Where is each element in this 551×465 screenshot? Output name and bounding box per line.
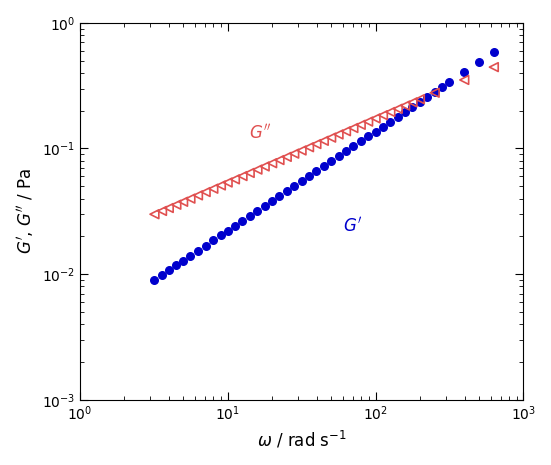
Point bbox=[312, 167, 321, 175]
Point bbox=[201, 242, 210, 249]
Point bbox=[415, 95, 424, 103]
Point bbox=[253, 166, 262, 173]
Point bbox=[401, 108, 409, 115]
Point bbox=[460, 68, 469, 76]
Point bbox=[297, 178, 306, 185]
Point bbox=[245, 169, 254, 177]
Point bbox=[268, 197, 277, 205]
Text: $G^{\prime}$: $G^{\prime}$ bbox=[343, 216, 362, 235]
Point bbox=[342, 127, 350, 135]
Point bbox=[379, 112, 387, 119]
Point bbox=[193, 247, 202, 254]
Point bbox=[158, 207, 166, 215]
Point bbox=[437, 83, 446, 91]
Point bbox=[489, 48, 498, 56]
Point bbox=[334, 153, 343, 160]
Point bbox=[282, 153, 291, 160]
Point bbox=[164, 266, 173, 274]
Point bbox=[423, 93, 431, 100]
Point bbox=[305, 173, 314, 180]
Point bbox=[460, 76, 469, 84]
Point bbox=[260, 163, 269, 170]
Point bbox=[386, 108, 395, 116]
Point bbox=[150, 211, 159, 218]
Point bbox=[371, 128, 380, 135]
Point bbox=[245, 212, 254, 219]
Point bbox=[408, 103, 417, 110]
Point bbox=[364, 133, 372, 140]
Point bbox=[223, 227, 232, 234]
Point bbox=[474, 58, 483, 66]
Point bbox=[401, 102, 409, 109]
Point bbox=[408, 99, 417, 106]
Point bbox=[172, 261, 181, 269]
Point bbox=[327, 158, 336, 165]
Point bbox=[349, 143, 358, 150]
Y-axis label: $G^{\prime}$, $G^{\prime\prime}$ / Pa: $G^{\prime}$, $G^{\prime\prime}$ / Pa bbox=[15, 168, 36, 254]
Point bbox=[320, 162, 328, 170]
Point bbox=[297, 147, 306, 154]
Point bbox=[356, 138, 365, 145]
Point bbox=[290, 150, 299, 157]
Point bbox=[238, 217, 247, 225]
Point bbox=[209, 185, 218, 193]
Point bbox=[379, 123, 387, 130]
Point bbox=[179, 257, 187, 265]
Point bbox=[282, 187, 291, 195]
Point bbox=[223, 179, 232, 186]
Point bbox=[201, 188, 210, 196]
Point bbox=[217, 232, 225, 239]
Point bbox=[415, 98, 424, 106]
Point bbox=[430, 89, 439, 96]
Point bbox=[386, 118, 395, 125]
Point bbox=[445, 78, 454, 86]
Point bbox=[230, 176, 239, 183]
Point bbox=[238, 173, 247, 180]
Point bbox=[290, 182, 299, 190]
Point bbox=[489, 63, 498, 71]
Point bbox=[230, 222, 239, 230]
Point bbox=[312, 140, 321, 148]
Point bbox=[334, 131, 343, 138]
Point bbox=[179, 198, 187, 206]
X-axis label: $\omega$ / rad s$^{-1}$: $\omega$ / rad s$^{-1}$ bbox=[257, 429, 347, 450]
Point bbox=[275, 156, 284, 164]
Point bbox=[364, 118, 372, 126]
Point bbox=[186, 195, 195, 202]
Point bbox=[342, 148, 350, 155]
Text: $G^{\prime\prime}$: $G^{\prime\prime}$ bbox=[249, 124, 272, 143]
Point bbox=[253, 207, 262, 214]
Point bbox=[158, 271, 166, 279]
Point bbox=[150, 276, 159, 284]
Point bbox=[356, 121, 365, 128]
Point bbox=[164, 204, 173, 212]
Point bbox=[260, 202, 269, 210]
Point bbox=[172, 201, 181, 208]
Point bbox=[217, 182, 225, 189]
Point bbox=[327, 134, 336, 141]
Point bbox=[275, 193, 284, 200]
Point bbox=[430, 88, 439, 95]
Point bbox=[320, 137, 328, 145]
Point bbox=[186, 252, 195, 259]
Point bbox=[393, 113, 402, 120]
Point bbox=[349, 124, 358, 132]
Point bbox=[371, 115, 380, 122]
Point bbox=[305, 144, 314, 151]
Point bbox=[268, 159, 277, 167]
Point bbox=[393, 105, 402, 113]
Point bbox=[193, 192, 202, 199]
Point bbox=[209, 237, 218, 244]
